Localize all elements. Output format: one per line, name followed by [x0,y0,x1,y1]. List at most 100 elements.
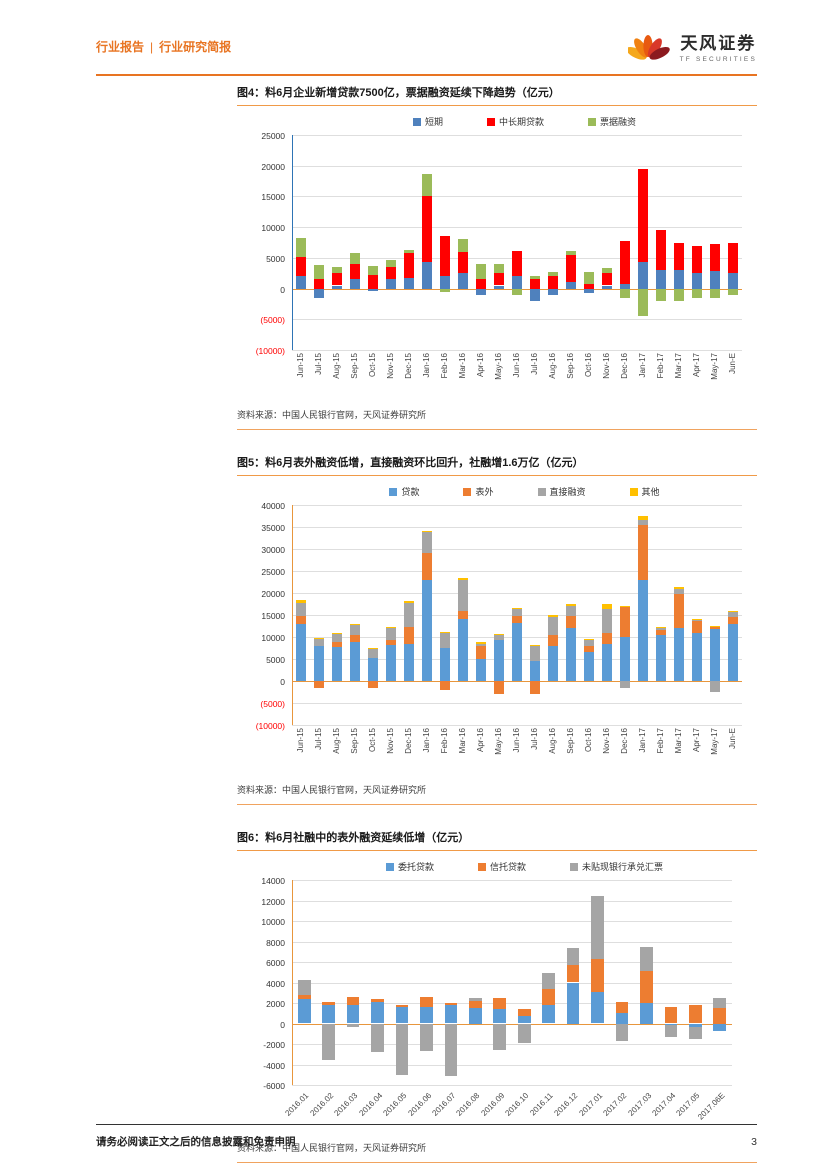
bar-segment [692,618,702,620]
plot: 2016.01 2016.02 2016.03 2016.04 2016.05 2016.… [284,880,732,1122]
bar-segment [420,1007,433,1024]
x-tick-label: Aug-15 [332,728,341,754]
bar-segment [566,282,576,289]
bar-segment [512,607,522,609]
bar-segment [512,276,522,289]
gridline [292,135,742,136]
figure-4-title: 图4：料6月企业新增贷款7500亿，票据融资延续下降趋势（亿元） [237,84,757,106]
bar-segment [371,1001,384,1024]
legend-swatch [477,862,486,871]
bar-segment [566,965,580,983]
y-tick-label: 15000 [261,192,285,203]
legend-item: 贷款 [389,485,419,498]
bar-segment [656,230,666,271]
y-tick-label: -4000 [263,1060,285,1071]
gridline [292,549,742,550]
report-type-label: 行业报告 | 行业研究简报 [96,38,231,55]
bar-segment [517,1023,531,1043]
bar-segment [458,251,468,274]
y-tick-label: 0 [280,677,285,687]
x-tick-label-text: 2016.07 [430,1091,458,1118]
bar-segment [692,288,702,298]
tf-flower-icon [627,35,670,60]
bar-segment [440,288,450,292]
brand-text: 天风证券 TF SECURITIES [680,29,757,63]
bar-segment [386,640,396,645]
bar-segment [638,519,648,525]
gridline [292,227,742,229]
bar-segment [404,626,414,645]
bar-segment [494,634,504,636]
bar-segment [494,285,504,289]
bar-segment [296,615,306,624]
bar-segment [322,1023,335,1061]
x-tick-label: Jul-15 [314,353,323,375]
bar-segment [638,168,648,263]
x-tick-label: Mar-16 [458,728,467,754]
legend-label: 短期 [424,117,443,127]
gridline [292,1085,732,1086]
bar-segment [620,605,630,608]
bar-segment [542,973,555,989]
legend-item: 直接融资 [537,485,586,498]
x-tick-label: May-16 [494,353,503,380]
y-tick-label: 12000 [261,896,285,907]
plot-area: Jun-15 Jul-15 Aug-15 Sep-15 Oct-15 Nov-15 Dec-… [237,131,757,398]
bar-segment [584,271,594,285]
bar-segment [692,621,702,633]
bar-segment [350,642,360,681]
bar-segment [422,196,432,262]
legend-label: 委托贷款 [397,862,434,872]
x-tick-label-text: 2017.03 [625,1091,653,1118]
legend-swatch [537,487,546,496]
x-tick-label: Oct-15 [368,728,377,753]
bar-segment [656,630,666,635]
bar-segment [584,652,594,681]
gridline [292,1003,732,1004]
bar-segment [404,249,414,253]
bar-segment [404,644,414,681]
gridline [292,1064,732,1066]
legend-label: 直接融资 [549,487,586,497]
bar-segment [444,1005,458,1024]
bar-segment [530,660,540,681]
bar-segment [566,982,580,1024]
x-tick-label-text: 2016.04 [357,1091,384,1118]
bar-segment [314,638,324,640]
figure-5-chart: 贷款 表外 直接融资 其他 Jun-15 Jul-15 Aug-15 Sep-15 Oct-15… [237,485,757,773]
bar-segment [530,276,540,280]
bar-segment [420,996,433,1008]
x-tick-label: Aug-15 [332,353,341,379]
x-tick-label: Apr-16 [476,353,485,378]
bar-segment [656,634,666,681]
x-tick-label: Sep-15 [350,728,359,754]
legend-swatch [588,117,596,126]
bar-segment [476,645,486,659]
bar-segment [640,971,653,1003]
x-tick-label: Dec-16 [620,353,629,379]
bar-segment [368,681,378,689]
bar-segment [548,615,558,618]
y-tick-label: -6000 [263,1081,285,1091]
bar-segment [386,267,396,280]
bar-segment [674,593,684,629]
x-tick-label: Apr-16 [476,728,485,753]
bar-segment [422,261,432,289]
gridline [292,880,732,881]
bar-segment [296,599,306,604]
disclaimer-text: 请务必阅读正文之后的信息披露和免责申明 [96,1136,296,1148]
bar-segment [332,633,342,635]
bar-segment [332,646,342,681]
y-tick-label: 0 [280,284,285,295]
bar-segment [713,1023,727,1031]
bar-segment [615,1023,629,1041]
bar-segment [548,634,558,646]
bar-segment [728,273,738,289]
x-tick-label-text: 2016.12 [552,1091,580,1118]
bar-segment [350,264,360,280]
bar-segment [692,632,702,681]
legend-item: 票据融资 [588,115,636,128]
x-tick-label: Jun-15 [296,353,305,378]
y-axis-line [292,880,293,1085]
bar-segment [346,996,360,1006]
